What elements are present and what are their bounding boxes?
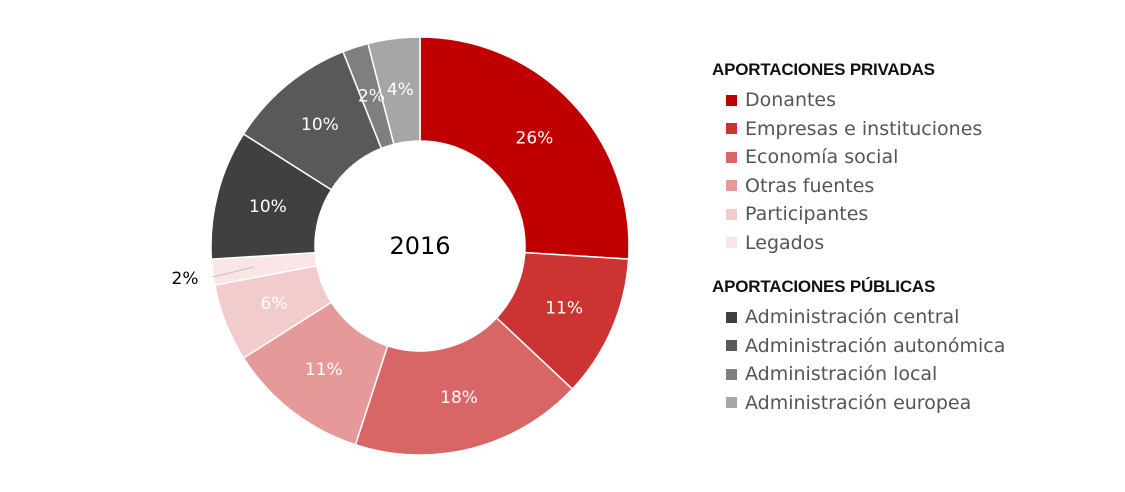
legend-swatch — [726, 180, 737, 192]
slice-value-label: 2% — [358, 87, 385, 107]
legend-item: Administración europea — [726, 389, 1112, 418]
legend-item-label: Otras fuentes — [745, 174, 875, 197]
legend-item-label: Economía social — [745, 146, 899, 169]
legend-swatch — [726, 237, 737, 249]
legend-item-label: Empresas e instituciones — [745, 117, 983, 140]
slice-economía-social — [354, 316, 574, 456]
slice-value-label: 4% — [387, 80, 414, 100]
slice-value-label: 6% — [261, 294, 288, 314]
legend-swatch — [726, 208, 737, 220]
legend-swatch — [726, 340, 737, 352]
legend-item: Administración autonómica — [726, 332, 1112, 361]
legend-item: Participantes — [726, 200, 1112, 229]
slice-value-label: 10% — [301, 115, 339, 135]
legend-item: Economía social — [726, 143, 1112, 172]
donut-slices — [210, 36, 630, 456]
center-year-label: 2016 — [389, 232, 450, 260]
legend-item-label: Administración central — [745, 306, 960, 329]
slice-value-label: 11% — [305, 360, 343, 380]
slice-value-label: 11% — [545, 298, 583, 318]
legend-item-label: Donantes — [745, 89, 837, 112]
legend-item: Donantes — [726, 86, 1112, 115]
slice-value-label: 2% — [172, 269, 199, 289]
legend: APORTACIONES PRIVADAS Donantes Empresas … — [712, 60, 1112, 417]
legend-item: Legados — [726, 229, 1112, 258]
legend-swatch — [726, 151, 737, 163]
leader-line — [212, 266, 255, 278]
legend-swatch — [726, 397, 737, 409]
legend-swatch — [726, 311, 737, 323]
slice-value-label: 18% — [440, 388, 478, 408]
legend-item-label: Participantes — [745, 203, 869, 226]
legend-item: Administración local — [726, 360, 1112, 389]
legend-swatch — [726, 123, 737, 135]
legend-item-label: Administración local — [745, 363, 938, 386]
slice-administración-europea — [367, 36, 421, 146]
legend-item: Administración central — [726, 303, 1112, 332]
donut-chart: 26%11%18%11%6%2%10%10%2% 4% 2016 — [172, 36, 630, 456]
slice-labels: 26%11%18%11%6%2%10%10%2% 4% — [172, 80, 583, 408]
legend-item-label: Legados — [745, 231, 825, 254]
legend-item: Empresas e instituciones — [726, 115, 1112, 144]
slice-value-label: 10% — [249, 197, 287, 217]
legend-group-title: APORTACIONES PÚBLICAS — [712, 277, 936, 296]
slice-donantes — [419, 36, 630, 260]
legend-group-publicas: APORTACIONES PÚBLICAS Administración cen… — [712, 277, 1112, 417]
legend-item: Otras fuentes — [726, 172, 1112, 201]
legend-swatch — [726, 94, 737, 106]
legend-item-label: Administración autonómica — [745, 334, 1006, 357]
legend-group-title: APORTACIONES PRIVADAS — [712, 60, 935, 79]
legend-item-label: Administración europea — [745, 391, 972, 414]
slice-value-label: 26% — [516, 129, 554, 149]
legend-group-privadas: APORTACIONES PRIVADAS Donantes Empresas … — [712, 60, 1112, 257]
legend-swatch — [726, 368, 737, 380]
